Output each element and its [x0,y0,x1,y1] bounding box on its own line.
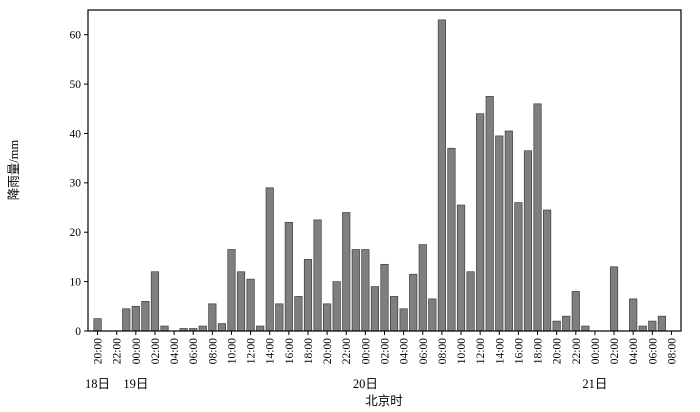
x-tick-label: 06:00 [188,338,200,364]
x-axis-label: 北京时 [365,394,403,408]
rain-bar [581,325,590,332]
x-tick-label: 18:00 [533,338,545,364]
rain-bar [256,325,265,332]
x-tick-label: 04:00 [628,338,640,364]
rain-bar [485,96,494,332]
x-tick-label: 06:00 [647,338,659,364]
x-tick-label: 14:00 [265,338,277,364]
x-tick-label: 02:00 [380,338,392,364]
rain-bar [351,249,360,332]
rain-bar [332,281,341,332]
rain-bar [609,266,619,332]
rain-bar [552,320,561,332]
x-tick-label: 18:00 [303,338,315,364]
x-tick-label: 10:00 [226,338,238,364]
day-label: 18日 [85,377,110,391]
day-label: 21日 [582,377,607,391]
x-tick-label: 10:00 [456,338,468,364]
rain-bar [160,325,169,332]
x-tick-label: 06:00 [418,338,430,364]
rain-bar [150,271,160,332]
x-tick-label: 14:00 [494,338,506,364]
rain-bar [323,303,332,332]
rain-bar [562,315,571,332]
rain-bar [93,318,102,332]
rain-bar [466,271,475,332]
day-label: 19日 [123,377,148,391]
x-tick-label: 22:00 [341,338,353,364]
rain-bar [370,286,380,332]
rain-bar [227,249,236,332]
rain-bar [456,204,466,332]
rain-bar [303,259,313,332]
x-tick-label: 12:00 [475,338,487,364]
rain-bar [275,303,284,332]
rain-bar [495,135,504,332]
rain-bar [629,298,638,332]
rain-bar [361,249,370,332]
rain-bar [514,202,523,332]
rain-bar [523,150,533,332]
x-tick-label: 00:00 [590,338,602,364]
y-tick-label: 60 [70,29,82,41]
x-tick-label: 08:00 [437,338,449,364]
rain-bar [294,296,303,332]
y-tick-label: 0 [75,326,81,338]
y-tick-label: 30 [70,178,82,190]
y-tick-label: 50 [70,79,82,91]
x-tick-label: 02:00 [609,338,621,364]
rain-bar [638,325,647,332]
x-tick-label: 20:00 [322,338,334,364]
rain-bar [236,271,246,332]
rain-bar [122,308,131,332]
x-tick-label: 16:00 [513,338,525,364]
y-axis-label: 降雨量/mm [7,140,21,201]
rain-bar [533,103,542,332]
rain-bar [409,273,418,332]
rain-bar [131,305,140,332]
x-tick-label: 22:00 [112,338,124,364]
rain-bar [389,296,399,332]
rain-bar [313,219,322,332]
rain-bar [447,147,456,332]
x-tick-label: 16:00 [284,338,296,364]
rain-bar [342,212,351,332]
rain-bar [648,320,657,332]
x-tick-label: 04:00 [399,338,411,364]
rain-bar [217,323,226,332]
x-tick-label: 00:00 [360,338,372,364]
rain-bar [208,303,217,332]
rain-bar [380,263,389,332]
x-tick-label: 04:00 [169,338,181,364]
x-tick-label: 08:00 [207,338,219,364]
x-tick-label: 12:00 [246,338,258,364]
rain-bar [284,222,293,332]
rain-bar [476,113,485,332]
x-tick-label: 02:00 [150,338,162,364]
x-tick-label: 00:00 [131,338,143,364]
rain-bar [198,325,207,332]
rain-bar [504,130,513,332]
x-tick-label: 20:00 [93,338,105,364]
rain-bar [265,187,274,332]
day-label: 20日 [353,377,378,391]
rain-bar [657,315,666,332]
x-tick-label: 22:00 [571,338,583,364]
y-tick-label: 20 [70,227,82,239]
rain-bar [141,301,150,332]
y-tick-label: 10 [70,276,82,288]
rain-bar [418,244,427,332]
rain-bar [437,19,446,332]
rain-bar [246,278,255,332]
rain-bar [571,291,580,332]
x-tick-label: 08:00 [666,338,678,364]
rain-bar [399,308,408,332]
rain-bar [543,209,552,332]
x-tick-label: 20:00 [552,338,564,364]
rain-bar [428,298,437,332]
y-tick-label: 40 [70,128,82,140]
